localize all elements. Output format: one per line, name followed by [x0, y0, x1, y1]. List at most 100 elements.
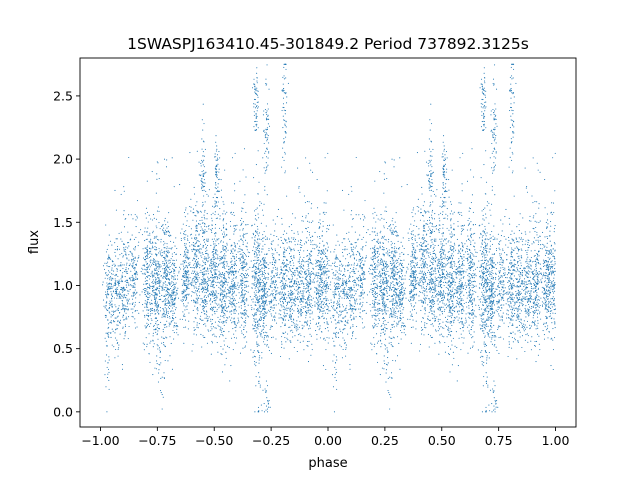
- data-point: [391, 256, 393, 258]
- data-point: [345, 285, 347, 287]
- data-point: [150, 273, 152, 275]
- data-point: [211, 224, 213, 226]
- data-point: [205, 273, 207, 275]
- data-point: [358, 276, 360, 278]
- data-point: [149, 303, 151, 305]
- data-point: [134, 264, 137, 266]
- data-point: [431, 225, 433, 227]
- data-point: [434, 280, 436, 283]
- data-point: [201, 319, 203, 322]
- data-point: [127, 303, 129, 305]
- data-point: [156, 161, 158, 163]
- data-point: [424, 302, 426, 304]
- data-point: [352, 276, 354, 278]
- data-point: [423, 227, 425, 229]
- data-point: [207, 273, 209, 275]
- data-point: [379, 273, 381, 275]
- data-point: [207, 329, 209, 331]
- data-point: [352, 254, 354, 256]
- data-point: [171, 247, 173, 249]
- data-point: [108, 331, 110, 333]
- data-point: [411, 283, 413, 285]
- data-point: [453, 265, 455, 267]
- data-point: [208, 294, 210, 296]
- data-point: [170, 295, 172, 298]
- data-point: [131, 252, 133, 254]
- data-point: [430, 282, 433, 284]
- data-point: [205, 288, 207, 291]
- data-point: [173, 259, 175, 262]
- data-point: [157, 338, 159, 340]
- data-point: [433, 311, 435, 313]
- data-point: [189, 205, 191, 208]
- data-point: [168, 300, 170, 302]
- data-point: [116, 295, 119, 297]
- data-point: [215, 293, 217, 295]
- data-point: [372, 247, 374, 249]
- data-point: [216, 285, 218, 287]
- data-point: [372, 327, 374, 329]
- data-point: [110, 283, 112, 285]
- data-point: [388, 249, 390, 251]
- data-point: [450, 317, 453, 319]
- data-point: [361, 273, 363, 275]
- data-point: [130, 276, 132, 278]
- data-point: [144, 292, 146, 294]
- data-point: [143, 349, 145, 351]
- data-point: [212, 197, 214, 199]
- data-point: [216, 308, 218, 310]
- data-point: [405, 297, 407, 299]
- data-point: [411, 255, 414, 257]
- data-point: [451, 340, 453, 342]
- data-point: [193, 264, 195, 266]
- data-point: [382, 277, 384, 279]
- data-point: [132, 295, 134, 297]
- data-point: [195, 227, 197, 229]
- data-point: [411, 309, 413, 311]
- data-point: [170, 294, 172, 296]
- data-point: [136, 292, 138, 294]
- data-point: [191, 272, 193, 274]
- data-point: [430, 335, 432, 337]
- data-point: [210, 258, 212, 260]
- data-point: [413, 308, 416, 310]
- data-point: [384, 305, 386, 307]
- data-point: [137, 245, 139, 247]
- data-point: [434, 288, 436, 290]
- data-point: [397, 287, 399, 290]
- data-point: [425, 287, 427, 289]
- data-point: [389, 287, 391, 289]
- data-point: [107, 327, 109, 329]
- data-point: [390, 241, 392, 243]
- data-point: [432, 287, 434, 289]
- data-point: [376, 268, 378, 270]
- data-point: [367, 229, 369, 231]
- data-point: [204, 223, 206, 225]
- data-point: [412, 275, 415, 277]
- data-point: [137, 257, 139, 259]
- data-point: [409, 296, 411, 298]
- data-point: [148, 214, 150, 216]
- data-point: [172, 293, 174, 295]
- data-point: [410, 290, 413, 293]
- data-point: [168, 267, 170, 269]
- data-point: [371, 288, 373, 290]
- data-point: [159, 280, 161, 282]
- data-point: [203, 231, 205, 233]
- data-point: [377, 238, 379, 240]
- data-point: [412, 282, 414, 285]
- data-point: [420, 242, 422, 244]
- data-point: [344, 248, 346, 250]
- data-point: [397, 259, 399, 261]
- data-point: [348, 252, 350, 254]
- data-point: [154, 300, 157, 302]
- data-point: [114, 292, 116, 294]
- data-point: [422, 302, 425, 304]
- data-point: [144, 325, 146, 327]
- data-point: [201, 205, 203, 207]
- data-point: [430, 274, 432, 276]
- data-point: [433, 296, 435, 298]
- data-point: [212, 310, 214, 312]
- data-point: [151, 271, 153, 273]
- data-point: [111, 260, 113, 262]
